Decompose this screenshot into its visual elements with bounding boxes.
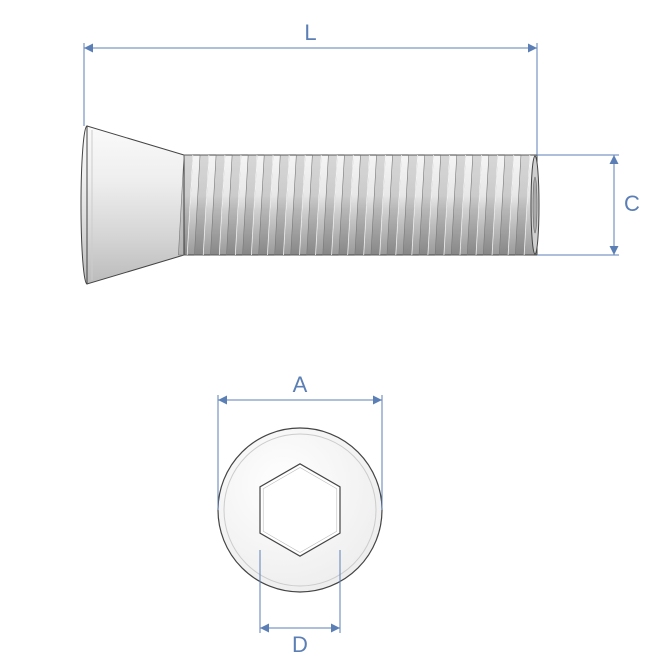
dim-label-d: D <box>292 632 308 657</box>
screw-end-view <box>218 428 382 592</box>
dim-label-a: A <box>293 372 308 397</box>
dim-label-l: L <box>304 20 316 45</box>
dimension-C <box>537 155 619 255</box>
dim-label-c: C <box>624 191 640 216</box>
dimension-L <box>84 43 537 155</box>
screw-side-view <box>81 126 539 284</box>
